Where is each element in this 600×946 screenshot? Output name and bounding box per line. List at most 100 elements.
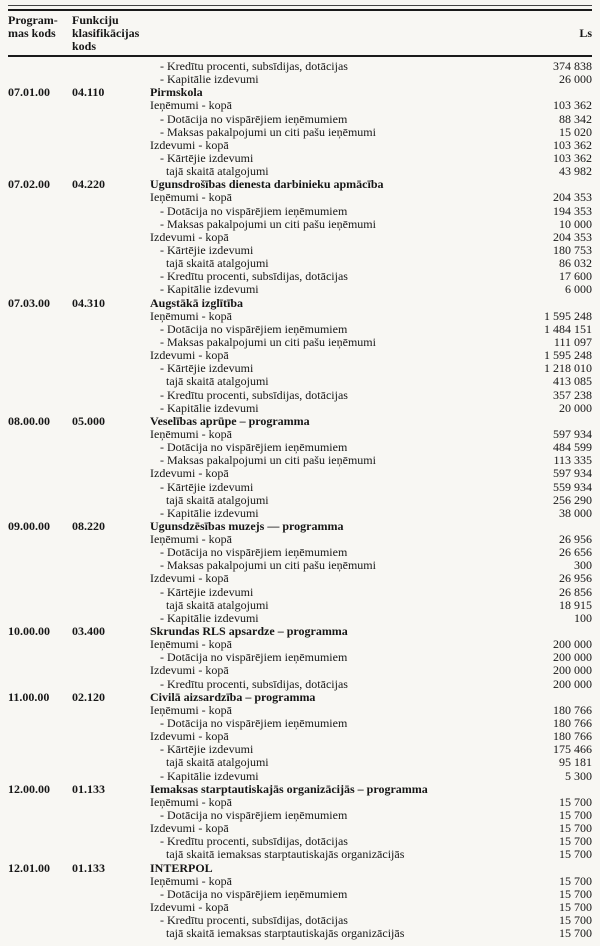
table-row: - Kārtējie izdevumi 180 753 — [8, 243, 592, 257]
program-code-cell: 12.00.00 — [8, 781, 50, 796]
row-label: - Kapitālie izdevumi — [160, 73, 259, 87]
row-amount: 15 700 — [559, 821, 592, 836]
row-label: - Kārtējie izdevumi — [160, 151, 254, 165]
program-code-header-line2: mas kods — [8, 26, 56, 40]
row-amount: 15 700 — [559, 913, 592, 928]
row-label: - Dotācija no vispārējiem ieņēmumiem — [160, 112, 348, 126]
table-row: tajā skaitā atalgojumi 86 032 — [8, 256, 592, 271]
table-row: - Kapitālie izdevumi 26 000 — [8, 72, 592, 87]
row-label: tajā skaitā atalgojumi — [166, 756, 269, 770]
row-label: Izdevumi - kopā — [150, 901, 229, 914]
table-row: Izdevumi - kopā 597 934 — [8, 467, 592, 480]
row-label: Izdevumi - kopā — [150, 230, 229, 244]
program-code-cell: 10.00.00 — [8, 624, 50, 639]
row-amount: 103 362 — [553, 150, 592, 165]
row-label: - Dotācija no vispārējiem ieņēmumiem — [160, 717, 348, 731]
row-label: Izdevumi - kopā — [150, 572, 229, 586]
row-label: Ugunsdzēsības muzejs — programma — [150, 519, 344, 533]
row-amount: 88 342 — [559, 111, 592, 126]
table-row: - Kredītu procenti, subsīdijas, dotācija… — [8, 677, 592, 691]
table-row: Ieņēmumi - kopā 15 700 — [8, 874, 592, 888]
table-row: - Kapitālie izdevumi 5 300 — [8, 769, 592, 783]
row-amount: 6 000 — [565, 282, 592, 297]
row-amount: 357 238 — [553, 387, 592, 402]
row-amount: 597 934 — [553, 426, 592, 441]
program-code-cell: 07.03.00 — [8, 295, 50, 310]
row-label: Ieņēmumi - kopā — [150, 99, 232, 113]
table-row: 12.00.00 01.133 Iemaksas starptautiskajā… — [8, 781, 592, 796]
table-row: - Dotācija no vispārējiem ieņēmumiem 194… — [8, 203, 592, 218]
row-label: Ugunsdrošības dienesta darbinieku apmācī… — [150, 178, 384, 192]
table-row: Izdevumi - kopā 1 595 248 — [8, 348, 592, 363]
table-row: - Kapitālie izdevumi 38 000 — [8, 505, 592, 520]
row-amount: 15 700 — [559, 926, 592, 941]
row-amount: 15 020 — [559, 124, 592, 139]
row-label: tajā skaitā atalgojumi — [166, 165, 269, 179]
table-row: - Kārtējie izdevumi 26 856 — [8, 585, 592, 599]
row-label: - Kārtējie izdevumi — [160, 362, 254, 376]
table-row: tajā skaitā atalgojumi 18 915 — [8, 597, 592, 612]
row-label: Veselības aprūpe – programma — [150, 414, 310, 428]
program-code-cell: 07.01.00 — [8, 85, 50, 100]
table-row: - Dotācija no vispārējiem ieņēmumiem 180… — [8, 716, 592, 731]
table-row: - Dotācija no vispārējiem ieņēmumiem 15 … — [8, 886, 592, 901]
table-row: Ieņēmumi - kopā 200 000 — [8, 638, 592, 651]
row-label: - Kredītu procenti, subsīdijas, dotācija… — [160, 835, 348, 849]
function-code-cell: 02.120 — [72, 689, 105, 704]
row-label: Izdevumi - kopā — [150, 730, 229, 744]
row-amount: 15 700 — [559, 886, 592, 901]
row-amount: 95 181 — [559, 755, 592, 770]
row-label: Ieņēmumi - kopā — [150, 309, 232, 323]
row-amount: 38 000 — [559, 505, 592, 520]
table-row: - Maksas pakalpojumi un citi pašu ieņēmu… — [8, 559, 592, 572]
row-amount: 200 000 — [553, 663, 592, 678]
row-label: - Kapitālie izdevumi — [160, 506, 259, 520]
row-amount: 26 656 — [559, 545, 592, 560]
program-code-cell: 12.01.00 — [8, 860, 50, 875]
table-row: 11.00.00 02.120 Civilā aizsardzība – pro… — [8, 689, 592, 704]
table-row: - Kredītu procenti, subsīdijas, dotācija… — [8, 913, 592, 928]
row-amount: 200 000 — [553, 650, 592, 665]
function-code-cell: 04.220 — [72, 177, 105, 192]
row-label: - Dotācija no vispārējiem ieņēmumiem — [160, 546, 348, 560]
table-row: Izdevumi - kopā 26 956 — [8, 572, 592, 585]
table-row: Izdevumi - kopā 15 700 — [8, 822, 592, 835]
table-row: tajā skaitā atalgojumi 256 290 — [8, 493, 592, 507]
row-label: - Kārtējie izdevumi — [160, 480, 254, 494]
row-amount: 111 097 — [553, 334, 592, 349]
row-label: - Kārtējie izdevumi — [160, 243, 254, 257]
row-amount: 1 595 248 — [544, 348, 592, 363]
row-label: - Dotācija no vispārējiem ieņēmumiem — [160, 887, 348, 901]
row-label: Izdevumi - kopā — [150, 138, 229, 152]
table-row: - Maksas pakalpojumi un citi pašu ieņēmu… — [8, 334, 592, 349]
program-code-cell: 08.00.00 — [8, 413, 50, 428]
row-amount: 10 000 — [559, 216, 592, 231]
row-label: INTERPOL — [150, 861, 213, 875]
table-row: Izdevumi - kopā 200 000 — [8, 664, 592, 677]
row-amount: 17 600 — [559, 269, 592, 284]
function-code-cell: 04.110 — [72, 85, 105, 100]
table-row: Ieņēmumi - kopā 204 353 — [8, 191, 592, 204]
row-amount: 26 000 — [559, 72, 592, 87]
function-code-cell: 08.220 — [72, 518, 105, 533]
row-amount: 374 838 — [553, 59, 592, 73]
row-amount: 18 915 — [559, 597, 592, 612]
function-code-cell: 04.310 — [72, 295, 105, 310]
row-amount: 559 934 — [553, 479, 592, 494]
row-label: tajā skaitā atalgojumi — [166, 257, 269, 271]
row-amount: 15 700 — [559, 900, 592, 914]
row-amount: 100 — [574, 610, 592, 625]
table-row: - Dotācija no vispārējiem ieņēmumiem 88 … — [8, 111, 592, 126]
row-amount: 194 353 — [553, 203, 592, 218]
function-code-cell: 05.000 — [72, 413, 105, 428]
table-row: - Maksas pakalpojumi un citi pašu ieņēmu… — [8, 454, 592, 467]
row-label: - Maksas pakalpojumi un citi pašu ieņēmu… — [160, 217, 376, 231]
row-amount: 597 934 — [553, 466, 592, 481]
row-amount: 15 700 — [559, 808, 592, 823]
table-row: Ieņēmumi - kopā 103 362 — [8, 99, 592, 112]
row-amount: 204 353 — [553, 190, 592, 205]
row-amount: 15 700 — [559, 794, 592, 809]
row-amount: 26 956 — [559, 532, 592, 547]
row-amount: 200 000 — [553, 637, 592, 652]
